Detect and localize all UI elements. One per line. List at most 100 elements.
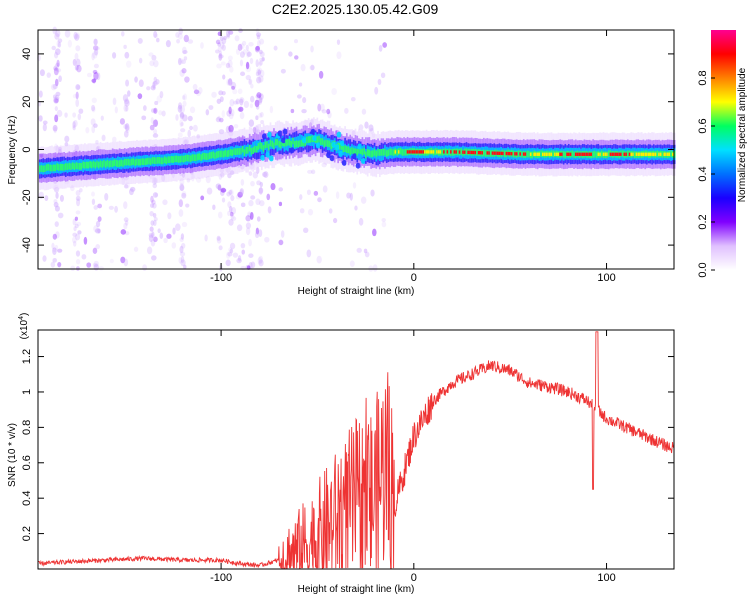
spectrogram-noise-speck (222, 74, 226, 80)
spectrogram-noise-speck (153, 76, 157, 82)
spectrogram-noise-speck (229, 98, 235, 107)
spectrogram-ridge-peak (410, 150, 412, 154)
spectrogram-ridge-cell (571, 150, 574, 157)
spectrogram-noise-speck (217, 42, 222, 47)
spectrogram-ridge-peak (467, 150, 470, 155)
spectrogram-noise-speck (221, 37, 227, 45)
spectrogram-ridge-cell (373, 149, 376, 156)
spectrogram-ridge-peak (463, 150, 466, 154)
spectrogram-noise-speck (233, 123, 239, 129)
spectrogram-ridge-cell (174, 155, 176, 163)
spectrogram-blob (310, 128, 316, 135)
spectrogram-noise-speck (374, 86, 379, 95)
spectrogram-noise-speck (104, 193, 109, 201)
spectrogram-noise-speck (230, 109, 235, 117)
spectrogram-noise-speck (382, 42, 388, 48)
snr-x-tick-label: -100 (210, 572, 232, 584)
spectrogram-noise-speck (270, 182, 276, 191)
spectrogram-ridge-cell (182, 155, 185, 163)
spectrogram-ridge-cell (101, 161, 104, 168)
spectrogram-ridge-peak (472, 150, 475, 155)
spectrogram-noise-speck (240, 202, 246, 208)
spectrogram-noise-speck (149, 124, 155, 131)
spectrogram-blob (357, 143, 363, 150)
spectrogram-ridge-cell (40, 165, 43, 172)
spectrogram-noise-speck (257, 39, 261, 48)
spectrogram-noise-speck (233, 100, 239, 105)
spectrogram-noise-speck (152, 183, 158, 189)
spectrogram-noise-speck (153, 31, 158, 38)
spectrogram-ridge-peak (510, 152, 513, 156)
spectrogram-noise-speck (75, 83, 81, 90)
spectrogram-noise-speck (150, 117, 154, 124)
spectrogram-noise-speck (114, 205, 118, 213)
spectrogram-noise-speck (175, 32, 180, 38)
spectrogram-ridge-peak (422, 150, 424, 154)
spectrogram-noise-speck (248, 262, 253, 270)
spectrogram-noise-speck (351, 130, 356, 137)
spectrogram-ridge-peak (538, 152, 541, 156)
spectrogram-ridge-cell (600, 150, 603, 158)
spectrogram-noise-speck (229, 205, 233, 213)
spectrogram-ridge-cell (44, 165, 46, 173)
spectrogram-noise-speck (237, 88, 243, 95)
spectrogram-blob (261, 133, 267, 140)
spectrogram-noise-speck (241, 249, 246, 255)
spectrogram-noise-speck (226, 78, 230, 86)
spectrogram-noise-speck (152, 192, 158, 198)
spectrogram-noise-speck (157, 228, 161, 234)
spectrogram-ridge-cell (170, 155, 173, 163)
spectrogram-noise-speck (149, 203, 155, 208)
spectrogram-noise-speck (309, 65, 315, 71)
spectrogram-noise-speck (92, 77, 96, 84)
spectrogram-noise-speck (42, 123, 47, 132)
spectrogram-noise-speck (294, 39, 298, 44)
spectrogram-noise-speck (179, 178, 185, 186)
spectrogram-ridge-cell (202, 152, 204, 160)
spectrogram-ridge-cell (233, 148, 235, 155)
spectrogram-ridge-peak (522, 152, 525, 156)
spectrogram-ridge-layer (38, 117, 676, 191)
spectrogram-ridge-peak (652, 152, 655, 156)
spectrogram-blob (282, 128, 288, 135)
spectrogram-noise-speck (245, 222, 252, 229)
spectrogram-noise-speck (167, 212, 172, 220)
spectrogram-noise-speck (125, 219, 129, 226)
spectrogram-ridge-cell (562, 150, 565, 158)
spectrogram-ridge-cell (307, 136, 310, 143)
spectrogram-noise-speck (53, 51, 59, 59)
spectrogram-noise-speck (179, 183, 185, 192)
spectrogram-ridge-cell (512, 150, 515, 158)
spectrogram-noise-speck (245, 44, 249, 51)
spectrogram-noise-speck (221, 110, 225, 118)
spectrogram-noise-speck (154, 192, 159, 198)
spectrogram-noise-speck (192, 83, 198, 91)
spectrogram-ridge-peak (446, 150, 449, 154)
spectrogram-noise-speck (38, 90, 43, 98)
spectrogram-ridge-cell (404, 148, 407, 156)
spectrogram-noise-speck (294, 55, 299, 60)
spectrogram-ridge-cell (113, 159, 116, 167)
spectrogram-noise-speck (77, 113, 82, 121)
spectrogram-noise-speck (70, 185, 75, 192)
spectrogram-ridge-peak (509, 151, 511, 156)
spectrogram-noise-speck (183, 139, 190, 144)
spectrogram-noise-speck (232, 88, 238, 95)
spectrogram-noise-speck (163, 237, 168, 244)
spectrogram-noise-speck (52, 124, 58, 132)
spectrogram-ridge-cell (528, 150, 530, 158)
spectrogram-ridge-cell (205, 153, 208, 161)
spectrogram-noise-speck (133, 246, 139, 252)
spectrogram-ridge-peak (583, 152, 586, 156)
spectrogram-ridge-cell (269, 139, 272, 147)
spectrogram-noise-speck (220, 172, 225, 178)
spectrogram-ridge-peak (486, 151, 489, 155)
spectrogram-noise-speck (218, 173, 223, 180)
spectrogram-noise-speck (152, 213, 157, 218)
spectrogram-ridge-cell (366, 149, 369, 156)
spectrogram-noise-speck (227, 59, 233, 68)
spectrogram-ridge-cell (71, 162, 74, 169)
spectrogram-ridge-peak (493, 151, 496, 155)
colorbar-label: Normalized spectral amplitude (737, 67, 748, 202)
spectrogram-noise-speck (242, 48, 247, 55)
